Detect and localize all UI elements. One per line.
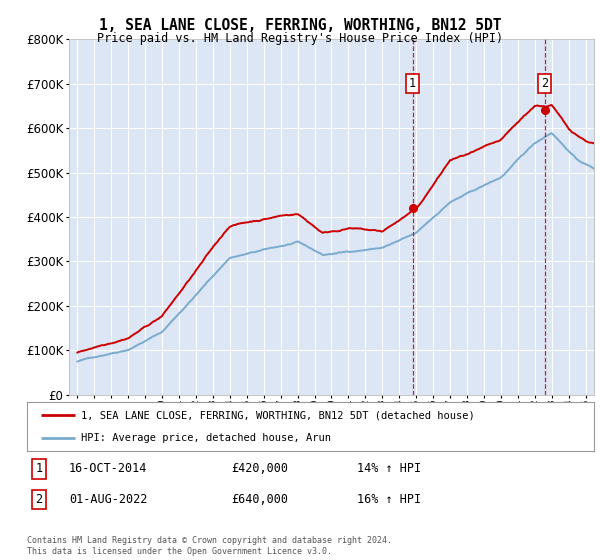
Text: 16-OCT-2014: 16-OCT-2014 — [69, 462, 148, 475]
Text: Price paid vs. HM Land Registry's House Price Index (HPI): Price paid vs. HM Land Registry's House … — [97, 32, 503, 45]
Text: £420,000: £420,000 — [231, 462, 288, 475]
Text: 2: 2 — [35, 493, 43, 506]
Text: Contains HM Land Registry data © Crown copyright and database right 2024.
This d: Contains HM Land Registry data © Crown c… — [27, 536, 392, 556]
Text: 1: 1 — [35, 462, 43, 475]
Text: 01-AUG-2022: 01-AUG-2022 — [69, 493, 148, 506]
Text: 1, SEA LANE CLOSE, FERRING, WORTHING, BN12 5DT: 1, SEA LANE CLOSE, FERRING, WORTHING, BN… — [99, 18, 501, 34]
Text: 1, SEA LANE CLOSE, FERRING, WORTHING, BN12 5DT (detached house): 1, SEA LANE CLOSE, FERRING, WORTHING, BN… — [81, 410, 475, 421]
Text: 14% ↑ HPI: 14% ↑ HPI — [357, 462, 421, 475]
Text: 16% ↑ HPI: 16% ↑ HPI — [357, 493, 421, 506]
Text: £640,000: £640,000 — [231, 493, 288, 506]
Text: 2: 2 — [541, 77, 548, 90]
Text: HPI: Average price, detached house, Arun: HPI: Average price, detached house, Arun — [81, 433, 331, 443]
Text: 1: 1 — [409, 77, 416, 90]
